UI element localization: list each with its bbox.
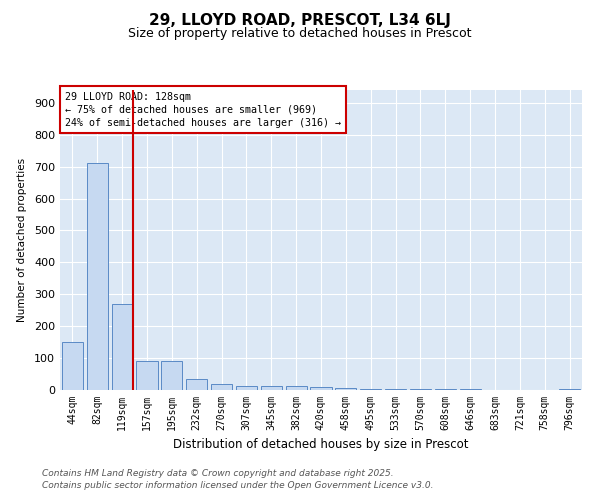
Bar [112, 304, 133, 390]
Bar [261, 386, 282, 390]
Text: 29 LLOYD ROAD: 128sqm
← 75% of detached houses are smaller (969)
24% of semi-det: 29 LLOYD ROAD: 128sqm ← 75% of detached … [65, 92, 341, 128]
Bar [161, 362, 182, 390]
Bar [87, 164, 108, 390]
Bar [136, 362, 158, 390]
Bar [310, 387, 332, 390]
Bar [186, 379, 207, 390]
Bar [62, 342, 83, 390]
Bar [211, 384, 232, 390]
Text: 29, LLOYD ROAD, PRESCOT, L34 6LJ: 29, LLOYD ROAD, PRESCOT, L34 6LJ [149, 12, 451, 28]
Bar [236, 386, 257, 390]
Text: Contains HM Land Registry data © Crown copyright and database right 2025.: Contains HM Land Registry data © Crown c… [42, 468, 394, 477]
Y-axis label: Number of detached properties: Number of detached properties [17, 158, 27, 322]
Bar [286, 386, 307, 390]
Bar [335, 388, 356, 390]
X-axis label: Distribution of detached houses by size in Prescot: Distribution of detached houses by size … [173, 438, 469, 452]
Bar [360, 389, 381, 390]
Text: Size of property relative to detached houses in Prescot: Size of property relative to detached ho… [128, 28, 472, 40]
Text: Contains public sector information licensed under the Open Government Licence v3: Contains public sector information licen… [42, 481, 433, 490]
